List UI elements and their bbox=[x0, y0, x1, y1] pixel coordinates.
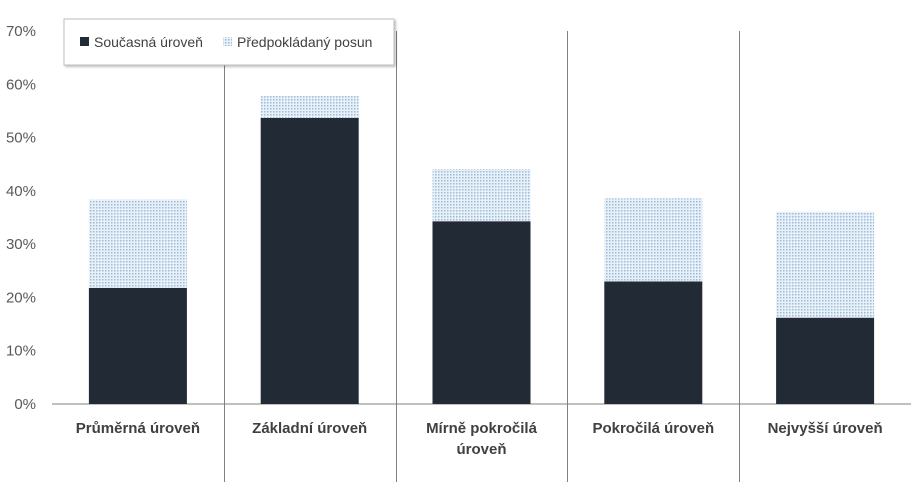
x-category-label: Základní úroveň bbox=[252, 420, 367, 437]
bar-expected-shift bbox=[604, 198, 703, 282]
x-category-label: Průměrná úroveň bbox=[76, 420, 200, 437]
x-category-label: Mírně pokročilá úroveň bbox=[426, 420, 538, 458]
y-tick-label: 60% bbox=[6, 76, 36, 93]
category-separators bbox=[224, 31, 740, 482]
y-tick-label: 30% bbox=[6, 236, 36, 253]
y-tick-label: 40% bbox=[6, 183, 36, 200]
x-category-label: Nejvyšší úroveň bbox=[768, 420, 883, 437]
bars bbox=[88, 96, 875, 404]
bar-current-level bbox=[776, 317, 875, 404]
x-category-label: Pokročilá úroveň bbox=[592, 420, 714, 437]
bar-expected-shift bbox=[260, 96, 359, 118]
legend: Současná úroveň Předpokládaný posun bbox=[63, 18, 395, 66]
x-axis-category-labels: Průměrná úroveň Základní úroveň Mírně pokr… bbox=[76, 420, 883, 458]
legend-swatch-current bbox=[80, 37, 89, 46]
y-tick-label: 50% bbox=[6, 130, 36, 147]
legend-swatch-expected bbox=[223, 37, 232, 46]
bar-current-level bbox=[432, 221, 531, 404]
bar-current-level bbox=[88, 287, 187, 404]
bar-expected-shift bbox=[776, 211, 875, 318]
bar-expected-shift bbox=[88, 199, 187, 288]
y-tick-label: 0% bbox=[14, 396, 36, 413]
bar-current-level bbox=[260, 117, 359, 404]
bar-expected-shift bbox=[432, 169, 531, 222]
y-tick-label: 10% bbox=[6, 343, 36, 360]
legend-label-expected: Předpokládaný posun bbox=[237, 34, 372, 50]
y-tick-label: 20% bbox=[6, 289, 36, 306]
y-axis-tick-labels: 0% 10% 20% 30% 40% 50% 60% 70% bbox=[6, 23, 36, 413]
bar-current-level bbox=[604, 281, 703, 404]
legend-label-current: Současná úroveň bbox=[94, 34, 203, 50]
y-tick-label: 70% bbox=[6, 23, 36, 40]
